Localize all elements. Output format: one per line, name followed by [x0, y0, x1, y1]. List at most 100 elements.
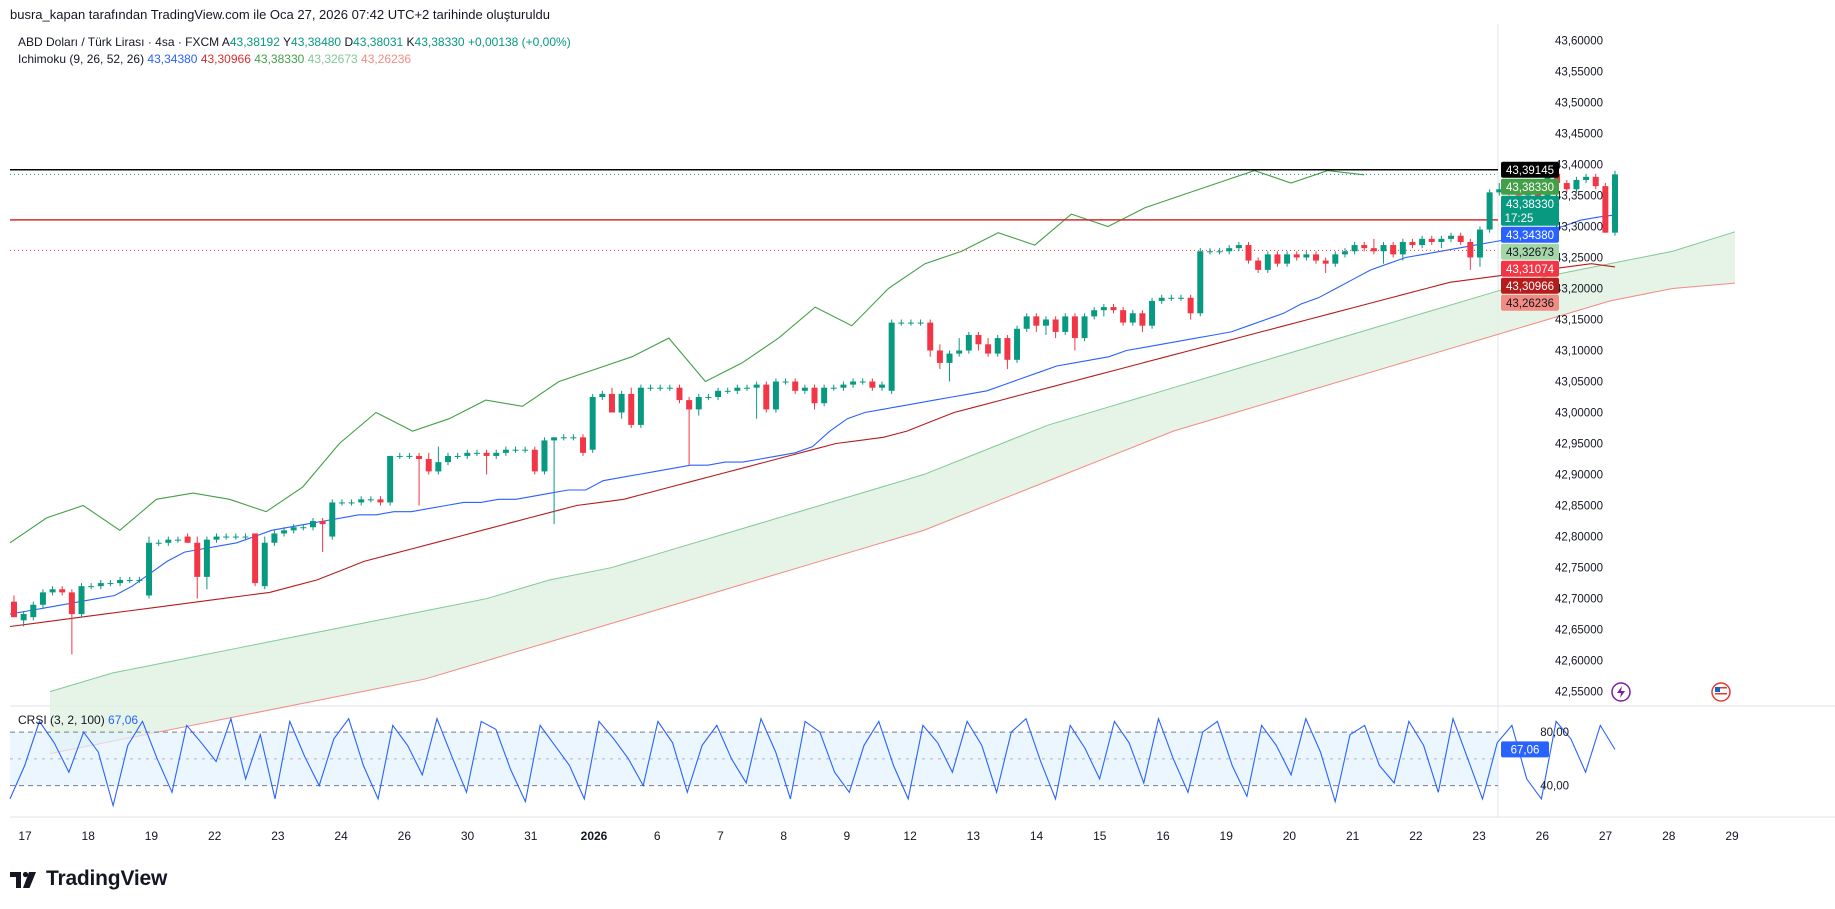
ichimoku-name[interactable]: Ichimoku (9, 26, 52, 26)	[18, 52, 145, 66]
time-tick-label: 29	[1725, 829, 1739, 843]
flag-icon-stripe	[1715, 690, 1727, 692]
time-tick-label: 9	[844, 829, 851, 843]
candle-body	[1351, 245, 1358, 252]
candle-body	[936, 350, 943, 363]
price-badge	[1501, 243, 1559, 260]
time-tick-label: 8	[780, 829, 787, 843]
candle-body	[628, 393, 635, 425]
change-value: +0,00138 (+0,00%)	[467, 35, 571, 49]
candle-body	[78, 586, 85, 615]
price-tick-label: 43,50000	[1555, 97, 1603, 109]
candle-body	[68, 592, 75, 615]
candle-body	[1216, 251, 1223, 253]
price-badge-countdown: 17:25	[1505, 213, 1534, 225]
candle-body	[618, 393, 625, 413]
low-label: D	[344, 35, 354, 49]
candle-body	[39, 592, 46, 605]
close-label: K	[406, 35, 415, 49]
candle-body	[1206, 251, 1213, 253]
candle-body	[493, 452, 500, 456]
candle-body	[1322, 260, 1329, 264]
candle-body	[445, 455, 451, 463]
candle-body	[406, 455, 413, 457]
chart-legend: ABD Doları / Türk Lirası · 4sa · FXCM A4…	[18, 34, 571, 68]
chart-creation-note: busra_kapan tarafından TradingView.com i…	[10, 7, 550, 22]
candle-body	[1602, 186, 1609, 233]
candle-body	[1004, 338, 1011, 360]
candle-body	[1235, 245, 1242, 249]
candle-body	[1592, 176, 1599, 187]
symbol-name[interactable]: ABD Doları / Türk Lirası · 4sa · FXCM	[18, 35, 220, 49]
price-badge	[1501, 294, 1559, 311]
candle-body	[1129, 313, 1136, 323]
crsi-tick-40: 40,00	[1540, 781, 1569, 793]
crsi-value-badge	[1501, 741, 1549, 758]
price-tick-label: 43,15000	[1555, 314, 1603, 326]
brand[interactable]: TradingView	[10, 866, 167, 892]
price-tick-label: 43,35000	[1555, 190, 1603, 202]
ichimoku-cloud-fill	[50, 231, 1735, 754]
candle-body	[1062, 316, 1069, 332]
candle-body	[136, 579, 143, 581]
grid-layer	[10, 24, 1835, 818]
price-badge-text: 43,30966	[1506, 281, 1554, 293]
candle-body	[869, 381, 876, 388]
candle-body	[473, 452, 480, 454]
ichimoku-span-a-value: 43,32673	[307, 52, 358, 66]
crsi-pane: 80,00 40,00 67,06	[9, 716, 1616, 808]
close-value: 43,38330	[414, 35, 465, 49]
time-tick-label: 22	[1409, 829, 1423, 843]
low-value: 43,38031	[353, 35, 404, 49]
open-value: 43,38192	[229, 35, 280, 49]
time-tick-label: 22	[208, 829, 222, 843]
candle-body	[599, 393, 606, 398]
tradingview-logo-icon	[10, 871, 36, 888]
time-tick-label: 15	[1093, 829, 1107, 843]
price-tick-label: 43,20000	[1555, 283, 1603, 295]
candle-body	[1139, 313, 1146, 326]
price-badges: 43,39145 43,38330 43,38330 17:25 43,34380 43,…	[1501, 161, 1559, 311]
ichimoku-chikou-line	[9, 170, 1365, 544]
candle-body	[146, 542, 153, 596]
candle-body	[1390, 245, 1397, 255]
candle-body	[1245, 245, 1252, 261]
candle-body	[1178, 297, 1184, 299]
ichimoku-span-b-line	[49, 282, 1736, 755]
candle-body	[1361, 245, 1368, 249]
ichimoku-span-a-line	[49, 231, 1736, 693]
candle-body	[126, 579, 133, 581]
time-tick-label: 17	[18, 829, 32, 843]
lightning-icon	[1611, 682, 1631, 702]
candle-body	[570, 437, 577, 439]
candle-body	[917, 322, 924, 324]
crsi-legend: CRSI (3, 2, 100) 67,06	[18, 713, 138, 727]
candle-body	[30, 604, 37, 618]
candle-body	[1313, 254, 1320, 261]
price-tick-label: 42,65000	[1555, 625, 1603, 637]
candle-body	[184, 536, 191, 543]
candle-body	[830, 387, 837, 389]
candle-body	[49, 589, 56, 593]
price-tick-label: 42,70000	[1555, 594, 1603, 606]
candle-body	[1496, 189, 1503, 193]
candle-body	[840, 384, 847, 388]
candle-body	[1583, 176, 1590, 180]
time-tick-label: 23	[1472, 829, 1486, 843]
candle-body	[1399, 241, 1406, 255]
candle-body	[580, 437, 587, 453]
candle-body	[850, 381, 857, 385]
time-tick-label: 21	[1346, 829, 1360, 843]
candle-body	[271, 533, 278, 543]
candle-body	[1052, 319, 1059, 332]
candle-body	[502, 449, 509, 453]
candle-body	[454, 455, 461, 457]
crsi-name[interactable]: CRSI (3, 2, 100)	[18, 713, 105, 727]
candle-body	[724, 390, 731, 392]
candle-body	[387, 455, 394, 503]
candle-body	[1187, 297, 1194, 314]
price-badge	[1501, 161, 1559, 178]
crsi-line	[9, 716, 1616, 808]
candle-body	[88, 586, 95, 588]
candle-body	[927, 322, 934, 351]
